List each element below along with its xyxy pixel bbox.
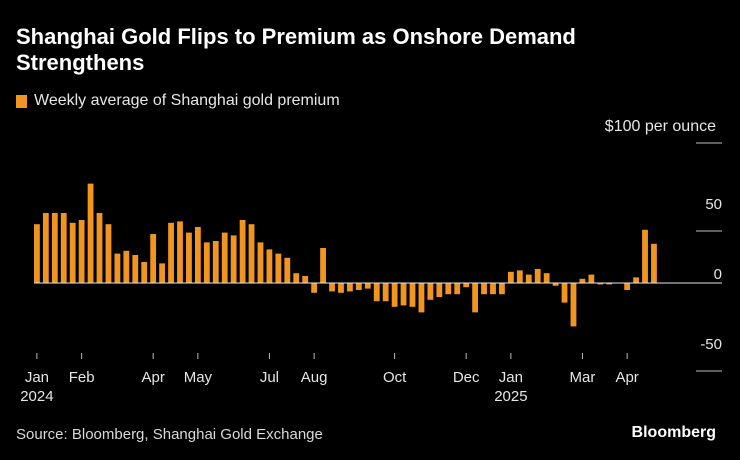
xtick-label: Apr [141, 369, 164, 386]
bar [382, 283, 389, 302]
xtick-label: Apr [615, 369, 638, 386]
bar [516, 270, 523, 283]
xtick-label: Jan [25, 369, 49, 386]
bar [212, 241, 219, 283]
bar [132, 255, 139, 283]
bar [427, 283, 434, 300]
bar [329, 283, 335, 292]
bar [248, 224, 255, 283]
bar [633, 277, 639, 283]
ytick-label: -50 [700, 336, 722, 353]
bar [302, 276, 309, 283]
ytick-label: 50 [705, 196, 722, 213]
bar [481, 283, 487, 295]
bar [463, 283, 470, 288]
xtick-label: Jan [499, 369, 523, 386]
ytick-label: 0 [714, 266, 722, 283]
bar [561, 283, 568, 303]
bar [105, 224, 112, 283]
bar [355, 283, 362, 290]
bar [60, 213, 67, 283]
bar [221, 232, 228, 283]
bar [445, 283, 452, 295]
xtick-label: Feb [69, 369, 95, 386]
legend-label: Weekly average of Shanghai gold premium [34, 92, 340, 109]
bar [78, 220, 85, 283]
bar [194, 227, 201, 283]
bar [51, 213, 58, 283]
xtick-label: Dec [453, 369, 480, 386]
chart-title: Shanghai Gold Flips to Premium as Onshor… [16, 24, 576, 75]
bar [42, 213, 49, 283]
bar [418, 283, 425, 313]
brand-logo: Bloomberg [631, 424, 716, 441]
bar [123, 250, 130, 283]
bar [606, 283, 613, 285]
bar [624, 283, 631, 290]
bar [150, 234, 157, 283]
xtick-label: Jul [260, 369, 279, 386]
bar [239, 220, 246, 283]
xtick-label: May [184, 369, 213, 386]
bar [96, 213, 103, 283]
bar [203, 242, 210, 283]
bar [525, 274, 532, 283]
bar [347, 283, 353, 292]
bar [436, 283, 443, 297]
bar [543, 273, 550, 283]
bar [311, 283, 318, 293]
bar [266, 249, 273, 283]
xtick-label: Oct [383, 369, 407, 386]
bar [338, 283, 344, 293]
unit-label: $100 per ounce [604, 118, 716, 135]
bar [114, 253, 121, 283]
bar [597, 283, 604, 285]
source-note: Source: Bloomberg, Shanghai Gold Exchang… [16, 426, 323, 443]
xtick-label: Mar [569, 369, 595, 386]
bar [275, 253, 282, 283]
xtick-year-label: 2024 [20, 388, 53, 405]
bar [579, 278, 586, 283]
bar [69, 222, 76, 283]
xtick-year-label: 2025 [494, 388, 527, 405]
legend: Weekly average of Shanghai gold premium [16, 92, 340, 110]
bar [570, 283, 577, 327]
bar [588, 274, 595, 283]
bar [472, 283, 479, 313]
bar [534, 269, 541, 283]
bar [642, 229, 648, 283]
xtick-label: Aug [301, 369, 328, 386]
bar [34, 224, 40, 283]
bar [159, 263, 166, 283]
bar [490, 283, 496, 295]
bar [400, 283, 407, 306]
bar [284, 257, 291, 283]
bar [651, 243, 657, 283]
bar [391, 283, 398, 307]
bar [230, 235, 237, 283]
bar [373, 283, 380, 302]
bar [507, 271, 514, 283]
bar [87, 183, 94, 283]
bar [320, 248, 326, 283]
bar [293, 273, 300, 283]
bar [409, 283, 416, 307]
bar [168, 222, 174, 283]
legend-swatch [16, 94, 27, 108]
bar [186, 232, 192, 283]
bar [141, 262, 148, 283]
bar [454, 283, 461, 295]
bar [177, 221, 183, 283]
bar [552, 283, 559, 286]
bar [257, 242, 264, 283]
bar [499, 283, 505, 295]
bar [364, 283, 371, 289]
